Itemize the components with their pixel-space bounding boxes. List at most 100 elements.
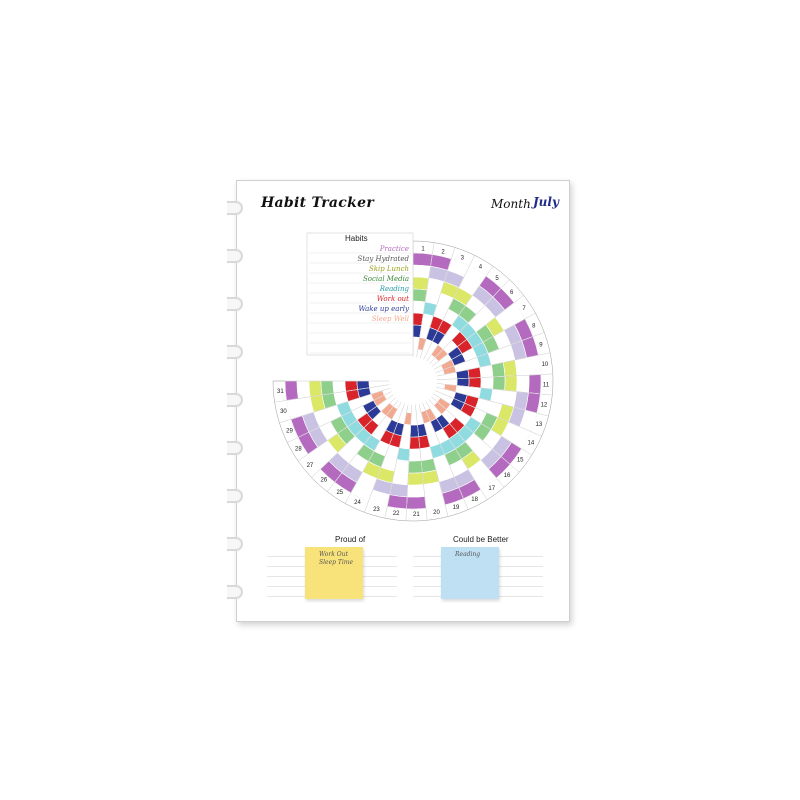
habit-table-box [306, 232, 414, 356]
day-number: 31 [277, 389, 284, 395]
habit-day-cell [356, 380, 370, 390]
habit-name: Stay Hydrated [358, 255, 410, 263]
habit-day-cell [308, 380, 323, 398]
binder-ring [227, 249, 243, 263]
better-note-line: Reading [455, 551, 481, 558]
habit-name: Skip Lunch [369, 265, 409, 273]
day-number: 13 [536, 422, 543, 428]
habit-name: Work out [377, 295, 409, 303]
day-number: 15 [517, 458, 524, 464]
day-number: 26 [320, 478, 327, 484]
day-spoke [416, 242, 435, 358]
day-number: 6 [510, 290, 514, 296]
day-spoke [287, 391, 392, 443]
habit-day-cell [408, 448, 422, 462]
day-spoke [344, 401, 402, 504]
habit-name: Sleep Well [372, 315, 409, 323]
day-number: 19 [453, 505, 460, 511]
day-spoke [405, 404, 412, 521]
day-spoke [274, 384, 390, 403]
binder-ring [227, 585, 243, 599]
binder-ring [227, 393, 243, 407]
day-number: 7 [522, 306, 526, 312]
proud-note-line: Sleep Time [319, 559, 354, 566]
day-number: 23 [373, 507, 380, 513]
day-spoke [429, 279, 510, 364]
day-spoke [425, 401, 488, 500]
habit-name: Social Media [363, 275, 409, 283]
day-number: 1 [421, 246, 425, 252]
habit-name: Practice [379, 245, 409, 253]
month-value: July [533, 195, 559, 209]
habit-day-cell [406, 496, 427, 510]
binder-ring [227, 297, 243, 311]
day-spoke [428, 399, 505, 488]
month-label: Month [491, 197, 531, 211]
habit-day-cell [409, 436, 421, 450]
day-number: 9 [539, 342, 543, 348]
day-number: 18 [471, 497, 478, 503]
habit-day-cell [504, 375, 518, 392]
day-spoke [415, 404, 428, 521]
day-number: 17 [488, 486, 495, 492]
day-spoke [418, 404, 449, 517]
habit-name: Reading [379, 285, 410, 293]
habit-day-cell [412, 252, 433, 267]
day-spoke [364, 403, 405, 513]
habit-day-cell [406, 484, 426, 498]
habit-day-cell [332, 380, 347, 394]
day-spoke [435, 332, 545, 373]
day-spoke [384, 404, 409, 519]
day-spoke [431, 295, 524, 367]
habit-day-cell [409, 424, 419, 438]
could-be-better-label: Could be Better [453, 535, 509, 544]
day-number: 14 [528, 441, 535, 447]
habit-day-cell [492, 376, 506, 391]
habit-day-cell [408, 460, 423, 474]
day-spoke [423, 255, 475, 360]
habit-day-cell [296, 380, 311, 399]
proud-note-line: Work Out [319, 551, 348, 558]
habit-day-cell [502, 359, 518, 377]
habit-day-cell [516, 374, 530, 394]
binder-ring [227, 345, 243, 359]
habit-name: Wake up early [359, 305, 410, 313]
binder-ring [227, 489, 243, 503]
day-number: 16 [504, 473, 511, 479]
day-spoke [436, 383, 553, 396]
day-spoke [311, 397, 396, 478]
day-number: 28 [295, 446, 302, 452]
day-spoke [433, 393, 532, 456]
habit-day-cell [468, 377, 482, 389]
day-number: 10 [542, 362, 549, 368]
day-number: 4 [479, 264, 483, 270]
day-spoke [436, 373, 553, 380]
proud-of-label: Proud of [335, 535, 366, 544]
habit-wheel: 1234567891011121314151617181920212223242… [272, 232, 554, 522]
day-spoke [422, 402, 469, 510]
day-spoke [434, 390, 542, 437]
day-spoke [436, 386, 549, 417]
binder-ring [227, 441, 243, 455]
habit-tracker-page: Habit Tracker Month July 1 2 3 4 5 6 7 8 9 10 11 12… [227, 180, 570, 622]
day-number: 27 [307, 463, 314, 469]
day-spoke [279, 387, 391, 424]
binder-ring [227, 537, 243, 551]
day-number: 25 [336, 490, 343, 496]
habit-day-cell [528, 374, 542, 395]
day-spoke [431, 396, 520, 473]
better-sticky-note: Reading [441, 547, 499, 599]
habit-day-cell [412, 276, 430, 291]
habit-day-cell [320, 380, 335, 396]
day-number: 30 [280, 409, 287, 415]
day-number: 11 [543, 382, 550, 388]
habit-day-cell [284, 380, 299, 401]
day-number: 5 [495, 276, 499, 282]
day-spoke [436, 352, 551, 377]
day-number: 12 [541, 402, 548, 408]
day-spoke [433, 312, 536, 370]
day-number: 29 [286, 428, 293, 434]
day-spoke [426, 265, 494, 362]
day-spoke [419, 247, 456, 359]
day-number: 21 [413, 512, 420, 518]
